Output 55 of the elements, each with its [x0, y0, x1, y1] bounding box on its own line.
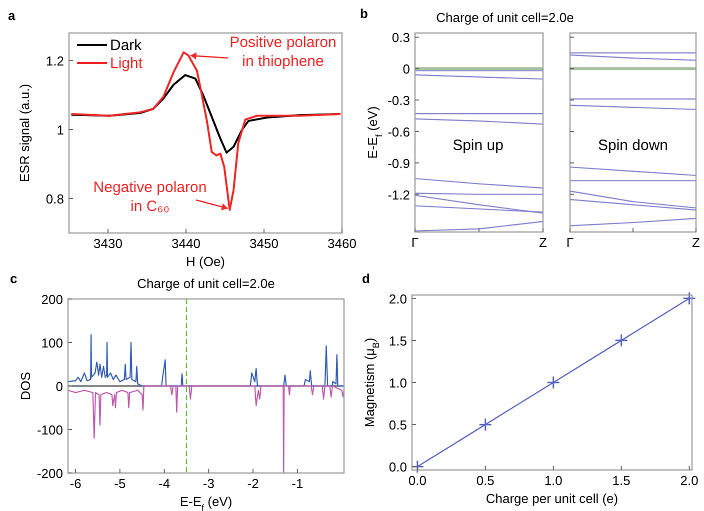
text: c	[10, 271, 18, 286]
legend-label: Dark	[110, 37, 142, 54]
x-tick-label: -3	[202, 476, 214, 491]
chart-title: Charge of unit cell=2.0e	[436, 10, 574, 25]
y-tick-label: -0.9	[388, 156, 410, 171]
text: a	[8, 8, 16, 23]
y-tick-label: -200	[36, 466, 63, 481]
y-axis-title: ESR signal (a.u.)	[17, 84, 32, 182]
x-tick-label: 3430	[94, 236, 122, 251]
y-tick-label: 0	[402, 62, 410, 77]
y-tick-label: 1.5	[388, 333, 407, 348]
x-tick-label: Γ	[411, 235, 419, 250]
y-tick-label: -0.6	[388, 124, 410, 140]
x-tick-label: 0.0	[408, 473, 426, 488]
annotation: Negative polaron in C₆₀	[93, 179, 207, 215]
y-tick-label: 0.8	[46, 192, 64, 207]
y-tick-label: 100	[41, 336, 63, 350]
x-tick-label: 3440	[172, 236, 200, 251]
y-tick-label: 0.3	[392, 30, 410, 46]
x-axis-title: Charge per unit cell (e)	[486, 491, 618, 506]
y-tick-label: -0.3	[388, 93, 410, 108]
x-tick-label: 3450	[250, 236, 278, 251]
annotation: Spin up	[452, 137, 504, 154]
x-tick-label: 2.0	[680, 473, 698, 488]
y-tick-label: -1.2	[388, 187, 410, 202]
x-tick-label: 3460	[328, 236, 356, 251]
x-tick-label: -5	[114, 476, 126, 491]
x-tick-label: -2	[247, 476, 259, 491]
x-tick-label: 0.5	[476, 473, 494, 488]
y-tick-label: 2.0	[388, 291, 407, 306]
text: d	[362, 271, 370, 286]
x-tick-label: Z	[539, 235, 548, 250]
y-tick-label: 200	[41, 292, 63, 307]
y-tick-label: 0.5	[388, 418, 407, 433]
chart-title: Charge of unit cell=2.0e	[137, 276, 275, 291]
x-tick-label: -4	[158, 476, 170, 491]
annotation: Positive polaron in thiophene	[230, 34, 336, 70]
y-tick-label: 1.0	[388, 376, 407, 390]
annotation: Spin down	[598, 137, 668, 154]
y-tick-label: -100	[36, 422, 63, 438]
legend-label: Light	[110, 55, 144, 72]
y-tick-label: 0	[56, 379, 63, 394]
x-axis-title: H (Oe)	[186, 254, 225, 269]
y-axis-title: DOS	[18, 372, 33, 400]
x-tick-label: -1	[292, 476, 304, 491]
y-tick-label: 1.2	[46, 54, 64, 69]
x-tick-label: 1.5	[612, 473, 630, 488]
x-tick-label: Γ	[566, 235, 574, 250]
y-tick-label: 0.0	[388, 460, 407, 475]
x-axis-title: E-E$_{f}$ (eV)	[180, 494, 232, 511]
y-tick-label: 1	[56, 122, 64, 138]
x-tick-label: 1.0	[544, 473, 562, 488]
x-tick-label: -6	[70, 476, 82, 491]
text: b	[360, 6, 368, 21]
x-tick-label: Z	[692, 235, 700, 250]
